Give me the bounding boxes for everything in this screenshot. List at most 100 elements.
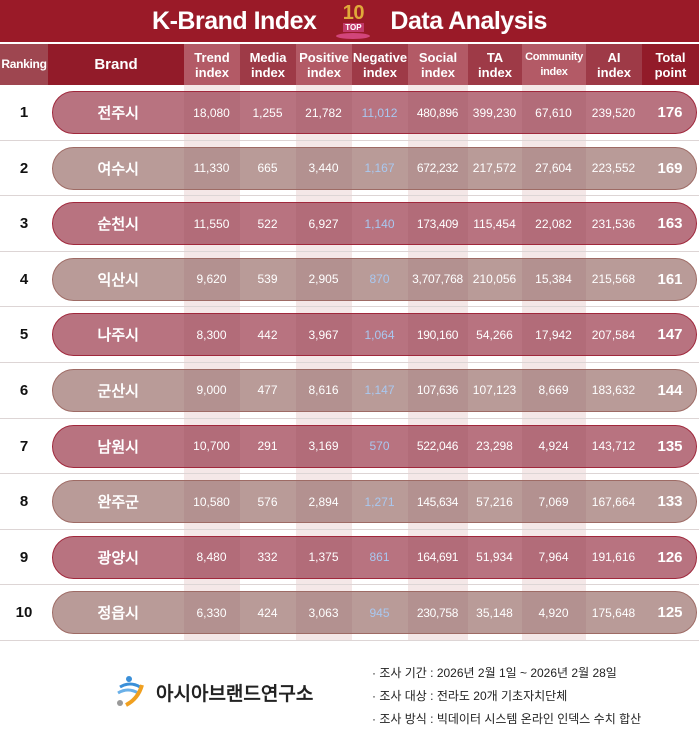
ai-index-cell: 143,712 [591,439,636,454]
ta-index-cell: 57,216 [476,494,513,509]
logo-name: 아시아브랜드연구소 [156,683,314,705]
positive-index-cell: 6,927 [295,203,352,245]
rank-cell: 7 [19,437,29,455]
community-index-cell: 4,920 [521,592,586,634]
column-header: Total point [642,44,699,85]
social-index-cell: 3,707,768 [407,258,468,300]
positive-index-cell: 3,063 [295,592,352,634]
total-point-cell: 135 [657,437,683,455]
logo-icon [117,676,144,707]
community-index-cell: 8,669 [521,369,586,411]
trophy-number: 10 [342,2,365,24]
column-header: TA index [468,44,522,85]
community-index-cell: 17,942 [521,314,586,356]
ai-index-cell: 175,648 [591,605,636,620]
table-row: 10 정읍시 6,330 424 3,063 945 230,758 35,148 4,920 1… [0,585,699,641]
brand-cell: 나주시 [97,327,139,345]
media-index-cell: 522 [257,216,278,231]
trend-index-cell: 18,080 [183,92,240,133]
row-pill: 전주시 18,080 1,255 21,782 11,012 480,896 399,230… [52,91,697,134]
media-index-cell: 424 [257,605,278,620]
table-row: 8 완주군 10,580 576 2,894 1,271 145,634 57,216 7,06… [0,474,699,530]
positive-index-cell: 21,782 [295,92,352,133]
rank-cell: 1 [19,104,29,121]
total-point-cell: 126 [657,548,683,566]
total-point-cell: 176 [657,104,683,121]
ranking-table: 1 전주시 18,080 1,255 21,782 11,012 480,896 399,23… [0,85,699,641]
column-header: Brand [48,44,184,85]
positive-index-cell: 3,967 [295,314,352,356]
ta-index-cell: 399,230 [472,105,517,120]
negative-index-cell: 870 [369,272,390,287]
row-pill: 광양시 8,480 332 1,375 861 164,691 51,934 7,964 191… [52,535,697,579]
community-index-cell: 67,610 [521,92,586,133]
ai-index-cell: 239,520 [591,105,636,120]
column-header: Community index [522,44,586,85]
ai-index-cell: 183,632 [591,383,636,398]
column-header: AI index [586,44,642,85]
brand-cell: 완주군 [97,494,139,512]
negative-index-cell: 11,012 [361,105,398,120]
brand-cell: 전주시 [97,105,139,122]
ai-index-cell: 207,584 [591,327,636,342]
ta-index-cell: 107,123 [472,383,517,398]
community-index-cell: 7,964 [521,536,586,578]
ta-index-cell: 35,148 [476,605,513,620]
survey-method: · 조사 방식 : 빅데이터 시스템 온라인 인덱스 수치 합산 [372,712,642,726]
trend-index-cell: 9,000 [183,369,240,411]
total-point-cell: 125 [657,604,683,622]
total-point-cell: 161 [657,270,683,288]
rank-cell: 5 [19,326,29,344]
community-index-cell: 22,082 [521,203,586,245]
rank-cell: 3 [19,215,29,233]
ta-index-cell: 51,934 [476,550,513,565]
table-row: 5 나주시 8,300 442 3,967 1,064 190,160 54,266 17,94… [0,307,699,363]
positive-index-cell: 2,905 [295,258,352,300]
negative-index-cell: 570 [369,439,390,454]
trend-index-cell: 8,480 [183,536,240,578]
trend-index-cell: 11,550 [183,203,240,245]
positive-index-cell: 1,375 [295,536,352,578]
survey-notes: · 조사 기간 : 2026년 2월 1일 ~ 2026년 2월 28일 · 조… [372,662,641,731]
column-header: Ranking [0,44,48,85]
page-title: K-Brand Index 10 TOP Data Analysis [0,0,699,42]
brand-cell: 순천시 [97,216,139,234]
social-index-cell: 145,634 [407,481,468,523]
table-row: 4 익산시 9,620 539 2,905 870 3,707,768 210,056 15,3… [0,252,699,308]
total-point-cell: 144 [657,381,683,399]
community-index-cell: 7,069 [521,481,586,523]
social-index-cell: 190,160 [407,314,468,356]
ai-index-cell: 231,536 [591,216,636,231]
footer: 아시아브랜드연구소 · 조사 기간 : 2026년 2월 1일 ~ 2026년 … [0,642,699,736]
total-point-cell: 133 [657,493,683,511]
negative-index-cell: 945 [369,605,390,620]
table-row: 6 군산시 9,000 477 8,616 1,147 107,636 107,123 8,66… [0,363,699,419]
brand-cell: 남원시 [97,438,139,456]
media-index-cell: 576 [257,494,278,509]
ta-index-cell: 217,572 [472,161,517,176]
row-pill: 순천시 11,550 522 6,927 1,140 173,409 115,454 22,0… [52,202,697,246]
negative-index-cell: 1,271 [364,494,395,509]
social-index-cell: 164,691 [407,536,468,578]
trophy-base [336,33,371,39]
title-right: Data Analysis [390,6,547,35]
table-row: 1 전주시 18,080 1,255 21,782 11,012 480,896 399,23… [0,85,699,141]
media-index-cell: 291 [257,439,278,454]
row-pill: 군산시 9,000 477 8,616 1,147 107,636 107,123 8,669… [52,368,697,412]
brand-cell: 광양시 [97,549,139,567]
survey-period: · 조사 기간 : 2026년 2월 1일 ~ 2026년 2월 28일 [372,666,617,680]
positive-index-cell: 3,169 [295,425,352,467]
media-index-cell: 477 [257,383,278,398]
trend-index-cell: 6,330 [183,592,240,634]
community-index-cell: 4,924 [521,425,586,467]
negative-index-cell: 861 [369,550,390,565]
social-index-cell: 107,636 [407,369,468,411]
ta-index-cell: 210,056 [472,272,517,287]
title-left: K-Brand Index [152,6,317,35]
table-header: Ranking Brand Trend index Media index Positi… [0,44,699,85]
media-index-cell: 442 [257,327,278,342]
media-index-cell: 332 [257,550,278,565]
column-header: Positive index [296,44,352,85]
media-index-cell: 1,255 [252,105,283,120]
social-index-cell: 173,409 [407,203,468,245]
